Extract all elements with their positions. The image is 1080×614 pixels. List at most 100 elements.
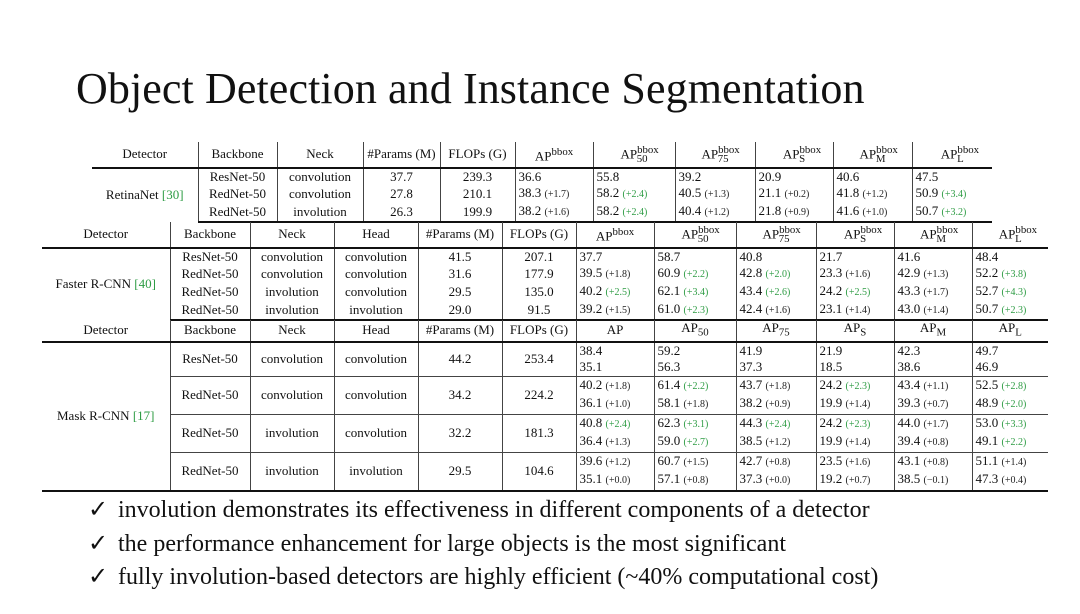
ap-number: 49.1 [975,433,999,449]
ap-delta: (+3.1) [683,418,709,430]
ap-value: 38.2 (+1.6) [514,202,593,223]
ap-value: 37.7 [575,247,654,265]
params: 32.2 [417,414,502,453]
ap-value: 43.3 (+1.7) [893,282,972,301]
ap-value: 38.2 (+0.9) [735,395,816,415]
ap-value: 49.1 (+2.2) [971,433,1048,453]
ap-value: 38.5 (−0.1) [893,471,972,492]
ap-delta: (+1.5) [605,304,631,316]
ap-number: 43.1 [897,452,921,468]
ap-delta: (+1.2) [862,188,888,200]
table-row: 36.4 (+1.3) 59.0 (+2.7) 38.5 (+1.2) 19.9 (+… [42,433,1048,453]
ap-number: 41.6 [836,202,860,218]
ap-number: 18.5 [819,359,843,375]
ap-number: 52.5 [975,376,999,392]
flops: 177.9 [501,264,576,283]
ap-delta: (+1.3) [704,188,730,200]
ap-delta: (+0.2) [784,188,810,200]
neck: convolution [249,341,334,377]
table-header: Detector Backbone Neck #Params (M) FLOPs… [92,142,992,169]
ap-value: 55.8 [592,167,675,185]
ap-delta: (+1.3) [605,437,631,449]
ap-delta: (+1.4) [1001,456,1027,468]
ap-delta: (+0.7) [845,475,871,487]
ap-number: 37.7 [579,248,603,264]
ap-number: 46.9 [975,359,999,375]
neck: involution [249,282,334,301]
ap-delta: (+4.3) [1001,286,1027,298]
ap-number: 57.1 [657,471,681,487]
table-row: RedNet-50 involution involution 29.0 91.5 39.… [42,300,1048,321]
ap-number: 42.9 [897,264,921,280]
ap-value: 38.3 (+1.7) [514,184,593,203]
ap-value: 39.5 (+1.8) [575,264,654,283]
col-ap: AP [575,320,654,343]
ap-number: 38.5 [897,471,921,487]
ap-number: 38.6 [897,359,921,375]
takeaway-item: ✓ involution demonstrates its effectivene… [88,494,878,528]
ap-value: 24.2 (+2.3) [815,376,894,396]
ap-number: 21.1 [758,184,782,200]
ap-number: 38.5 [739,433,763,449]
ap-value: 23.1 (+1.4) [815,300,894,321]
ap-number: 43.0 [897,300,921,316]
ap-value: 18.5 [815,359,894,377]
ap-number: 51.1 [975,452,999,468]
ap-value: 62.3 (+3.1) [653,414,736,434]
ap-value: 41.6 [893,247,972,265]
ap-number: 44.0 [897,414,921,430]
ap-delta: (+2.8) [1001,380,1027,392]
table-row: RedNet-50 convolution convolution 31.6 177.9… [42,264,1048,283]
ap-delta: (+1.8) [765,380,791,392]
backbone: ResNet-50 [169,341,250,377]
ap-value: 39.2 (+1.5) [575,300,654,321]
ap-value: 23.3 (+1.6) [815,264,894,283]
ap-delta: (+2.4) [605,418,631,430]
col-apm: APM [893,320,972,343]
ap-delta: (+2.5) [845,286,871,298]
ap-delta: (+3.3) [1001,418,1027,430]
ap-number: 39.2 [678,168,702,184]
ap-number: 35.1 [579,359,603,375]
head: convolution [333,376,418,415]
ap-value: 41.8 (+1.2) [832,184,912,203]
ap-delta: (+1.4) [845,399,871,411]
ap-delta: (−0.1) [923,475,949,487]
ap-value: 60.9 (+2.2) [653,264,736,283]
col-params: #Params (M) [417,222,502,249]
ap-number: 19.2 [819,471,843,487]
flops: 224.2 [501,376,576,415]
ap-number: 23.3 [819,264,843,280]
ap-number: 55.8 [596,168,620,184]
mask-rcnn-table: Detector Backbone Neck Head #Params (M) … [42,320,1048,492]
ap-delta: (+1.2) [605,456,631,468]
ap-delta: (+0.0) [765,475,791,487]
neck: involution [249,300,334,321]
table-row: Faster R-CNN [40] ResNet-50 convolution con… [42,247,1048,291]
params: 29.5 [417,452,502,492]
ap-number: 24.2 [819,282,843,298]
ap-value: 40.2 (+2.5) [575,282,654,301]
ap-number: 40.8 [739,248,763,264]
ap-value: 43.0 (+1.4) [893,300,972,321]
ap-value: 37.3 (+0.0) [735,471,816,492]
ap-number: 43.4 [897,376,921,392]
citation-link: [30] [161,187,184,203]
ap-value: 58.1 (+1.8) [653,395,736,415]
ap-number: 62.3 [657,414,681,430]
ap-delta: (+2.2) [683,268,709,280]
neck: convolution [276,167,363,185]
ap-value: 38.6 [893,359,972,377]
retinanet-table: Detector Backbone Neck #Params (M) FLOPs… [92,142,992,223]
ap-delta: (+0.0) [605,475,631,487]
col-ap50: AP50 [653,320,736,343]
ap-number: 43.7 [739,376,763,392]
backbone: RedNet-50 [169,452,250,492]
checkmark-icon: ✓ [88,564,109,590]
ap-number: 39.4 [897,433,921,449]
ap-number: 44.3 [739,414,763,430]
ap-value: 50.7 (+3.2) [911,202,992,223]
flops: 199.9 [439,202,515,223]
head: convolution [333,341,418,377]
table-row: Mask R-CNN [17] ResNet-50 convolution convo… [42,341,1048,492]
